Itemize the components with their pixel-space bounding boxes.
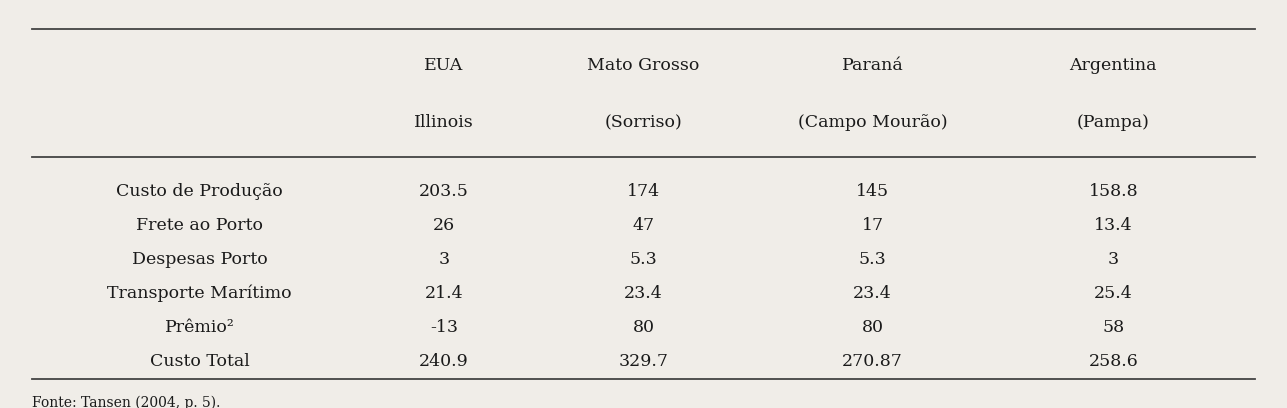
Text: 25.4: 25.4 bbox=[1094, 285, 1133, 302]
Text: Frete ao Porto: Frete ao Porto bbox=[136, 217, 263, 234]
Text: Prêmio²: Prêmio² bbox=[165, 319, 234, 336]
Text: 3: 3 bbox=[439, 251, 449, 268]
Text: (Pampa): (Pampa) bbox=[1077, 114, 1149, 131]
Text: 240.9: 240.9 bbox=[420, 353, 468, 370]
Text: -13: -13 bbox=[430, 319, 458, 336]
Text: 3: 3 bbox=[1108, 251, 1118, 268]
Text: 329.7: 329.7 bbox=[619, 353, 668, 370]
Text: (Sorriso): (Sorriso) bbox=[605, 114, 682, 131]
Text: Despesas Porto: Despesas Porto bbox=[131, 251, 268, 268]
Text: 26: 26 bbox=[432, 217, 456, 234]
Text: Argentina: Argentina bbox=[1069, 57, 1157, 74]
Text: 258.6: 258.6 bbox=[1089, 353, 1138, 370]
Text: Custo Total: Custo Total bbox=[149, 353, 250, 370]
Text: 158.8: 158.8 bbox=[1089, 183, 1138, 200]
Text: Custo de Produção: Custo de Produção bbox=[116, 183, 283, 200]
Text: Fonte: Tansen (2004, p. 5).: Fonte: Tansen (2004, p. 5). bbox=[32, 396, 220, 408]
Text: Transporte Marítimo: Transporte Marítimo bbox=[107, 285, 292, 302]
Text: 23.4: 23.4 bbox=[853, 285, 892, 302]
Text: 23.4: 23.4 bbox=[624, 285, 663, 302]
Text: 5.3: 5.3 bbox=[858, 251, 887, 268]
Text: 270.87: 270.87 bbox=[842, 353, 903, 370]
Text: 203.5: 203.5 bbox=[420, 183, 468, 200]
Text: 145: 145 bbox=[856, 183, 889, 200]
Text: 174: 174 bbox=[627, 183, 660, 200]
Text: 13.4: 13.4 bbox=[1094, 217, 1133, 234]
Text: 47: 47 bbox=[632, 217, 655, 234]
Text: 17: 17 bbox=[861, 217, 884, 234]
Text: Illinois: Illinois bbox=[414, 114, 474, 131]
Text: (Campo Mourão): (Campo Mourão) bbox=[798, 114, 947, 131]
Text: Paraná: Paraná bbox=[842, 57, 903, 74]
Text: 80: 80 bbox=[632, 319, 655, 336]
Text: 58: 58 bbox=[1102, 319, 1125, 336]
Text: 80: 80 bbox=[861, 319, 884, 336]
Text: Mato Grosso: Mato Grosso bbox=[587, 57, 700, 74]
Text: 5.3: 5.3 bbox=[629, 251, 658, 268]
Text: 21.4: 21.4 bbox=[425, 285, 463, 302]
Text: EUA: EUA bbox=[425, 57, 463, 74]
